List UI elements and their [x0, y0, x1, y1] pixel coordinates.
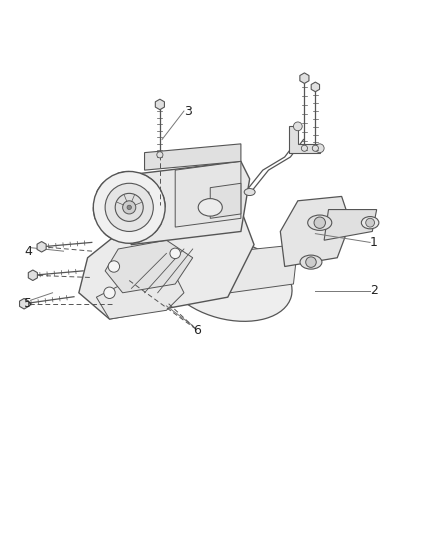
Polygon shape: [175, 161, 241, 227]
Circle shape: [93, 172, 165, 243]
Polygon shape: [289, 126, 320, 152]
Circle shape: [315, 144, 324, 152]
Circle shape: [115, 193, 143, 221]
Polygon shape: [145, 144, 241, 170]
Ellipse shape: [198, 199, 222, 216]
Polygon shape: [105, 240, 193, 293]
Polygon shape: [280, 197, 350, 266]
Polygon shape: [166, 245, 298, 302]
Circle shape: [312, 145, 318, 151]
Circle shape: [157, 152, 163, 158]
Circle shape: [314, 217, 325, 229]
Ellipse shape: [300, 255, 322, 269]
Circle shape: [108, 261, 120, 272]
Polygon shape: [123, 192, 149, 223]
Text: 5: 5: [24, 297, 32, 310]
Circle shape: [127, 205, 131, 209]
Ellipse shape: [244, 189, 255, 196]
Text: 1: 1: [370, 236, 378, 249]
Text: 4: 4: [24, 245, 32, 257]
Polygon shape: [311, 82, 320, 92]
Text: 3: 3: [184, 104, 192, 117]
Text: 2: 2: [370, 284, 378, 297]
Ellipse shape: [361, 216, 379, 229]
Circle shape: [301, 145, 307, 151]
Polygon shape: [79, 209, 254, 319]
Circle shape: [123, 201, 136, 214]
Circle shape: [366, 219, 374, 227]
Ellipse shape: [163, 238, 292, 321]
Polygon shape: [300, 73, 309, 84]
Circle shape: [306, 257, 316, 268]
Polygon shape: [20, 298, 28, 309]
Text: 6: 6: [193, 324, 201, 336]
Polygon shape: [28, 270, 37, 280]
Polygon shape: [155, 99, 164, 110]
Polygon shape: [123, 161, 250, 245]
Circle shape: [293, 122, 302, 131]
Circle shape: [105, 183, 153, 231]
Polygon shape: [37, 241, 46, 252]
Polygon shape: [324, 209, 377, 240]
Polygon shape: [96, 275, 184, 319]
Circle shape: [104, 287, 115, 298]
Polygon shape: [210, 183, 241, 219]
Circle shape: [170, 248, 180, 259]
Ellipse shape: [307, 215, 332, 230]
